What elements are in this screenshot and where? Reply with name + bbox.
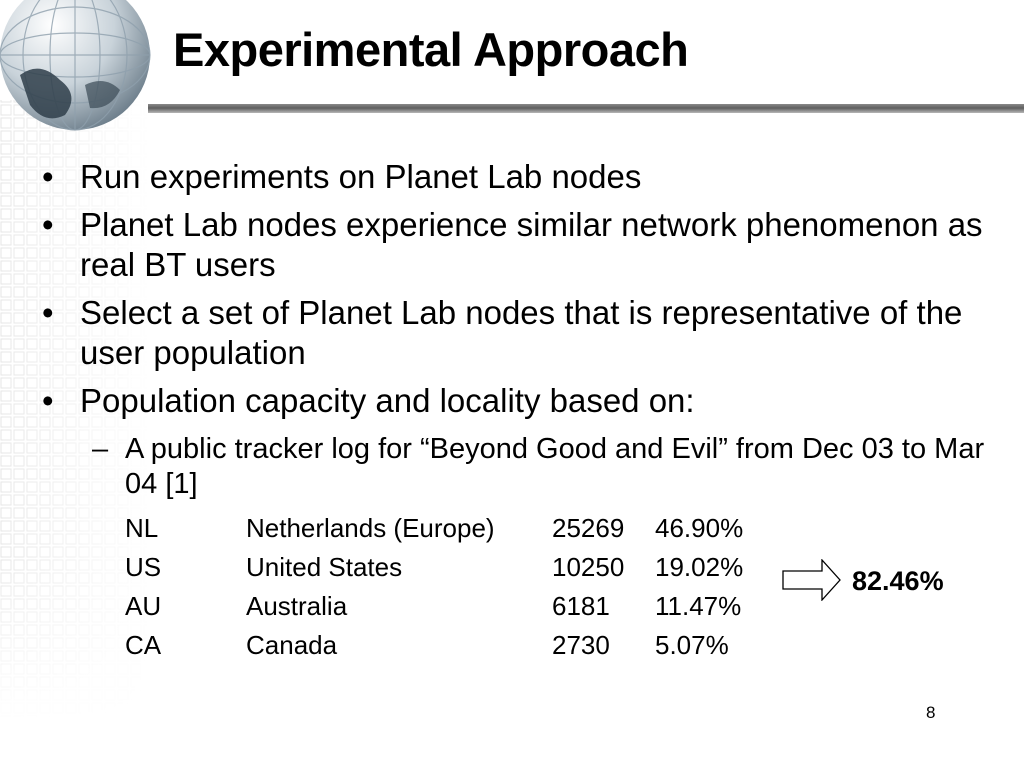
combined-percentage: 82.46% (852, 566, 944, 596)
user-count: 6181 (552, 591, 610, 621)
bullet-text: Planet Lab nodes experience similar netw… (80, 206, 983, 283)
user-count: 25269 (552, 513, 625, 543)
globe-icon (0, 0, 151, 131)
bullet-marker: • (42, 294, 54, 331)
bullet-marker: • (42, 158, 54, 195)
user-count: 2730 (552, 630, 610, 660)
user-count: 10250 (552, 552, 625, 582)
user-percent: 46.90% (655, 513, 744, 543)
bullet-text: Select a set of Planet Lab nodes that is… (80, 294, 963, 371)
country-code: CA (125, 630, 162, 660)
bullet-text: Run experiments on Planet Lab nodes (80, 158, 642, 195)
bullet-list: • Run experiments on Planet Lab nodes • … (42, 157, 992, 429)
bullet-text: Population capacity and locality based o… (80, 382, 695, 419)
page-number: 8 (926, 703, 936, 722)
bullet-item: • Run experiments on Planet Lab nodes (42, 157, 992, 197)
country-name: Canada (246, 630, 338, 660)
country-name: United States (246, 552, 403, 582)
bullet-marker: • (42, 382, 54, 419)
sub-bullet-text: A public tracker log for “Beyond Good an… (125, 433, 985, 500)
country-name: Netherlands (Europe) (246, 513, 495, 543)
country-code: NL (125, 513, 159, 543)
sub-bullet-marker: – (92, 433, 109, 465)
country-code: US (125, 552, 162, 582)
right-arrow-icon (782, 559, 841, 601)
bullet-item: • Select a set of Planet Lab nodes that … (42, 293, 992, 373)
slide-title: Experimental Approach (173, 23, 689, 76)
country-name: Australia (246, 591, 348, 621)
sub-bullet: – A public tracker log for “Beyond Good … (92, 432, 985, 502)
user-percent: 11.47% (655, 591, 742, 621)
bullet-marker: • (42, 206, 54, 243)
bullet-item: • Population capacity and locality based… (42, 381, 992, 421)
bullet-item: • Planet Lab nodes experience similar ne… (42, 205, 992, 285)
user-percent: 5.07% (655, 630, 729, 660)
user-percent: 19.02% (655, 552, 744, 582)
title-divider (148, 104, 1024, 113)
country-code: AU (125, 591, 162, 621)
